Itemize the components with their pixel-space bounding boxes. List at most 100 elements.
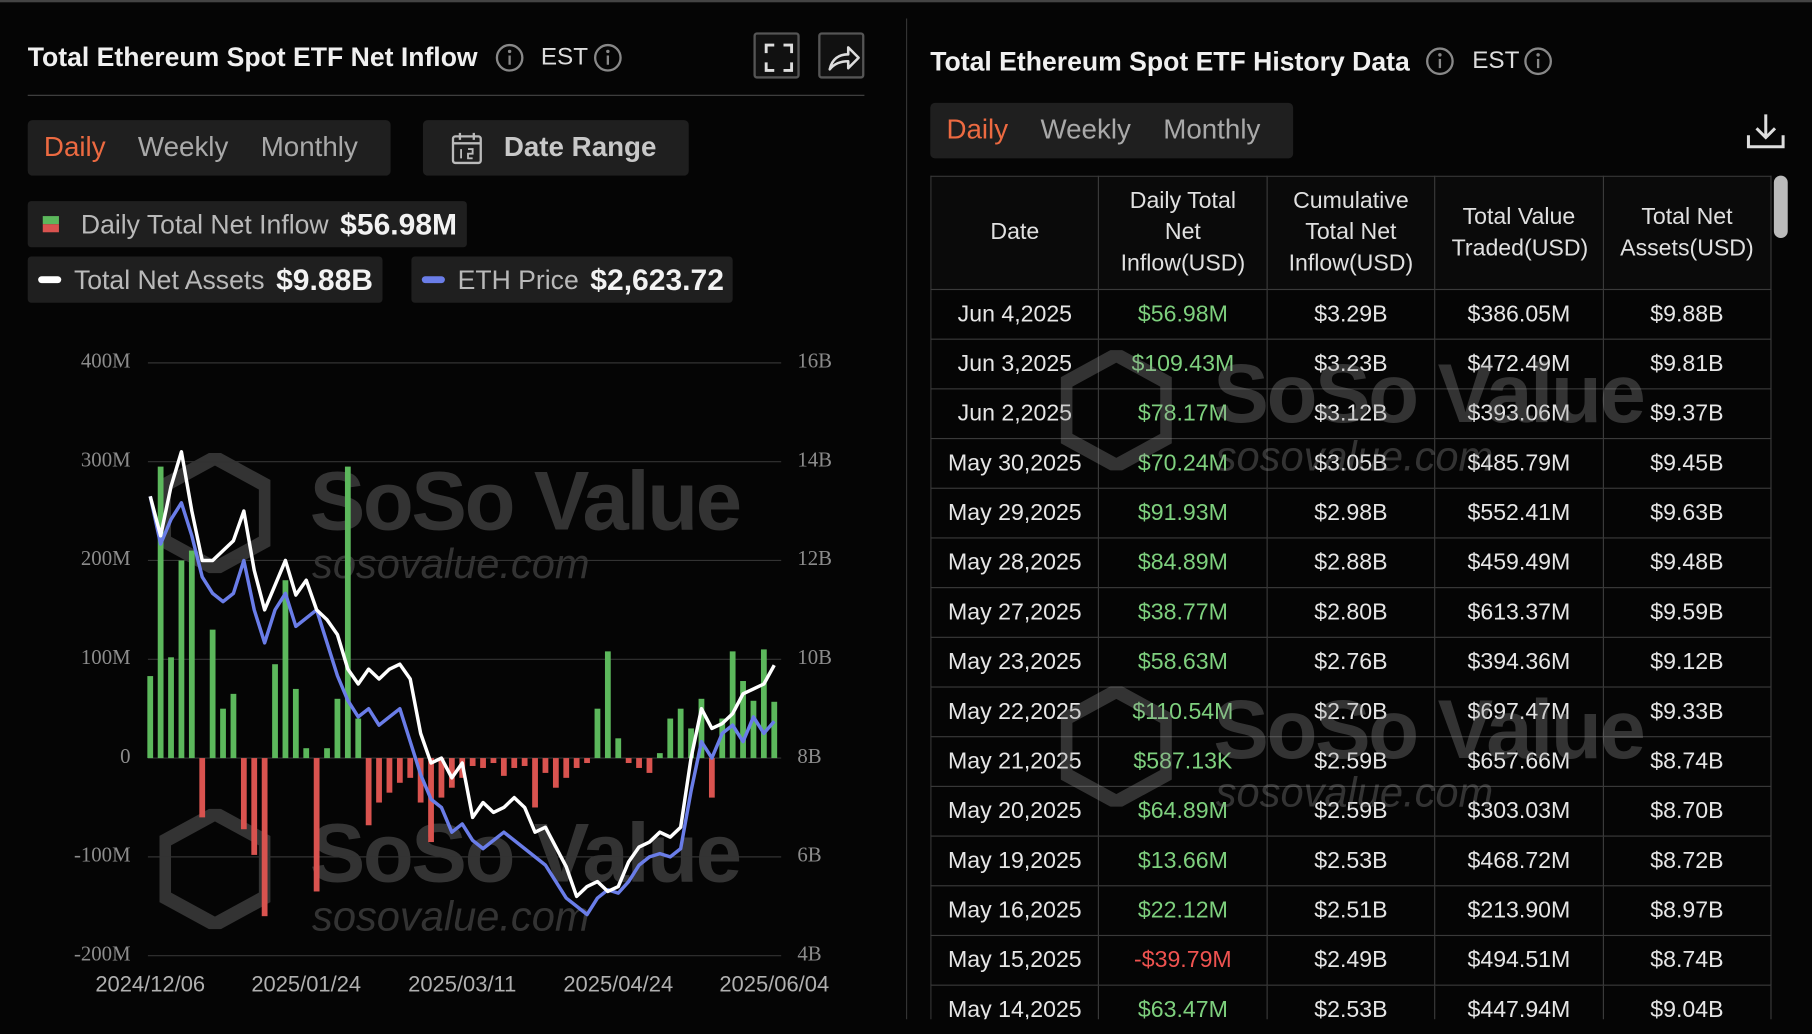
table-cell: $2.88B <box>1266 537 1436 589</box>
table-cell: $2.53B <box>1266 836 1436 887</box>
watermark: SoSo Value sosovalue.com <box>309 455 742 588</box>
y-tick-label: -200M <box>74 942 131 965</box>
table-cell: $2.80B <box>1266 587 1436 638</box>
bar <box>636 758 642 768</box>
table-cell: $494.51M <box>1434 935 1604 986</box>
panel-divider <box>905 18 908 1020</box>
y-tick-label: 0 <box>120 745 130 768</box>
table-row: May 27,2025 $38.77M $2.80B $613.37M $9.59B <box>930 587 1772 638</box>
table-row: May 21,2025 $587.13K $2.59B $657.66M $8.74B <box>930 736 1772 787</box>
bar <box>719 718 726 759</box>
info-icon[interactable] <box>1523 46 1553 76</box>
watermark-url: sosovalue.com <box>312 539 590 588</box>
panel-title: Total Ethereum Spot ETF Net Inflow <box>27 41 478 72</box>
bar <box>272 664 278 759</box>
bar <box>760 649 767 759</box>
tab[interactable]: Daily <box>43 131 106 163</box>
table-container: Date Daily Total Net Inflow(USD) Cumulativ… <box>930 175 1774 1020</box>
legend-item[interactable]: ETH Price $2,623.72 <box>411 256 734 303</box>
bar <box>698 698 705 759</box>
y-tick-label: 300M <box>81 448 131 471</box>
table-cell: $2.59B <box>1266 736 1436 787</box>
table-cell: $468.72M <box>1434 836 1604 887</box>
table-cell: $3.05B <box>1266 438 1436 489</box>
bar <box>324 748 330 759</box>
table-cell: $9.88B <box>1602 289 1772 340</box>
info-icon[interactable] <box>593 43 623 73</box>
watermark-brand: SoSo Value <box>309 455 742 548</box>
table-cell: May 29,2025 <box>930 488 1100 539</box>
table-cell: $393.06M <box>1434 388 1604 440</box>
table-header: Date Daily Total Net Inflow(USD) Cumulativ… <box>930 175 1772 291</box>
table-cell: $91.93M <box>1098 488 1268 539</box>
date-range-button[interactable]: Date Range <box>422 120 689 176</box>
table-cell: $587.13K <box>1098 736 1268 787</box>
bar <box>303 748 310 759</box>
bar <box>168 657 174 759</box>
legend-value: $2,623.72 <box>590 261 724 297</box>
bar <box>469 758 476 766</box>
bar <box>771 701 778 759</box>
download-button[interactable] <box>1745 110 1787 152</box>
table-cell: $2.59B <box>1266 786 1436 837</box>
y2-tick-label: 16B <box>797 350 832 373</box>
bar <box>282 580 289 759</box>
share-button[interactable] <box>818 32 865 79</box>
y2-tick-label: 8B <box>797 745 821 768</box>
bar <box>448 758 455 788</box>
table-cell: $110.54M <box>1098 687 1268 738</box>
bar <box>230 693 237 759</box>
table-row: Jun 2,2025 $78.17M $3.12B $393.06M $9.37B <box>930 388 1772 440</box>
table-row: May 28,2025 $84.89M $2.88B $459.49M $9.48B <box>930 537 1772 589</box>
bar <box>417 758 424 803</box>
tab[interactable]: Daily <box>946 114 1009 146</box>
legend-item[interactable]: Daily Total Net Inflow $56.98M <box>27 201 467 248</box>
table-row: May 20,2025 $64.89M $2.59B $303.03M $8.70B <box>930 786 1772 837</box>
info-icon[interactable] <box>1425 46 1455 76</box>
column-header: Total Net Assets(USD) <box>1602 175 1772 291</box>
table-cell: $213.90M <box>1434 885 1604 937</box>
bar <box>688 728 694 759</box>
bar <box>313 758 320 892</box>
table-cell: May 19,2025 <box>930 836 1100 887</box>
x-tick-label: 2025/01/24 <box>251 972 361 997</box>
table-cell: Jun 4,2025 <box>930 289 1100 340</box>
table-cell: $8.70B <box>1602 786 1772 837</box>
period-tabs: Daily Weekly Monthly <box>930 102 1294 159</box>
scrollbar-thumb[interactable] <box>1773 175 1788 239</box>
table-cell: $64.89M <box>1098 786 1268 837</box>
tab[interactable]: Monthly <box>1163 114 1261 146</box>
bar <box>209 629 216 759</box>
tab[interactable]: Weekly <box>137 131 229 163</box>
table-cell: $552.41M <box>1434 488 1604 539</box>
table-cell: $657.66M <box>1434 736 1604 787</box>
table-cell: $447.94M <box>1434 985 1604 1020</box>
bar <box>386 758 393 793</box>
table-cell: May 14,2025 <box>930 985 1100 1020</box>
y-tick-label: 400M <box>81 350 131 373</box>
table-cell: May 16,2025 <box>930 885 1100 937</box>
bar <box>656 753 663 759</box>
bar <box>220 708 226 759</box>
legend-item[interactable]: Total Net Assets $9.88B <box>27 256 383 303</box>
bar <box>396 758 403 783</box>
bar <box>428 758 434 843</box>
watermark-logo <box>159 452 271 574</box>
table-cell: $3.29B <box>1266 289 1436 340</box>
x-tick-label: 2024/12/06 <box>95 972 205 997</box>
info-icon[interactable] <box>495 43 525 73</box>
bar <box>480 758 486 768</box>
y-tick-label: 200M <box>81 547 131 570</box>
column-header: Total Value Traded(USD) <box>1434 175 1604 291</box>
fullscreen-button[interactable] <box>753 32 800 79</box>
watermark-brand: SoSo Value <box>309 807 742 901</box>
table-row: May 16,2025 $22.12M $2.51B $213.90M $8.97B <box>930 885 1772 937</box>
legend-swatch <box>38 276 62 284</box>
bar <box>438 758 445 798</box>
table-cell: $2.98B <box>1266 488 1436 539</box>
tab[interactable]: Monthly <box>260 131 358 163</box>
tab[interactable]: Weekly <box>1040 114 1131 146</box>
history-table: Date Daily Total Net Inflow(USD) Cumulativ… <box>930 175 1772 1020</box>
table-cell: May 23,2025 <box>930 637 1100 688</box>
